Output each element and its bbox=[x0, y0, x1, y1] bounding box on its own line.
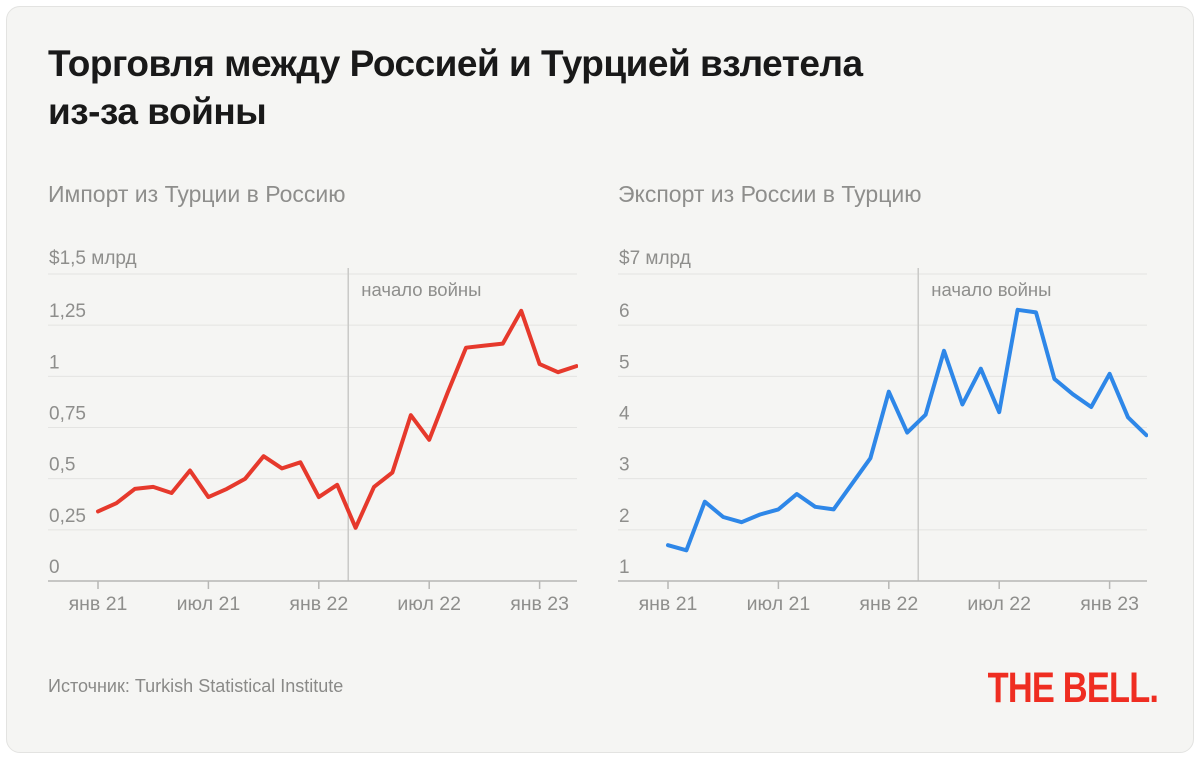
y-tick-label: 5 bbox=[619, 352, 630, 373]
x-tick-label: янв 22 bbox=[289, 593, 348, 615]
x-tick-label: июл 21 bbox=[177, 593, 241, 615]
y-tick-label: 4 bbox=[619, 404, 630, 425]
x-tick-label: янв 21 bbox=[69, 593, 128, 615]
x-tick-label: июл 21 bbox=[747, 593, 811, 615]
axis-unit-label: $7 млрд bbox=[619, 248, 691, 269]
x-tick-label: янв 23 bbox=[510, 593, 569, 615]
y-tick-label: 1 bbox=[49, 352, 60, 373]
page-title-line2: из-за войны bbox=[48, 91, 267, 132]
x-tick-label: янв 22 bbox=[859, 593, 918, 615]
data-line-red bbox=[96, 308, 578, 530]
x-tick-label: янв 21 bbox=[639, 593, 698, 615]
y-tick-label: 0,75 bbox=[49, 404, 86, 425]
axis-unit-label: $1,5 млрд bbox=[49, 248, 137, 269]
source-note: Источник: Turkish Statistical Institute bbox=[48, 676, 344, 696]
y-tick-label: 2 bbox=[619, 506, 630, 527]
chart-subtitle-export: Экспорт из России в Турцию bbox=[618, 181, 922, 207]
import-chart-svg: $1,5 млрд 1,25 1 0,75 0,5 0,25 0 начало войны ян… bbox=[48, 248, 578, 615]
war-start-label: начало войны bbox=[361, 279, 481, 300]
card-background bbox=[6, 6, 1194, 753]
the-bell-logo: THE BELL. bbox=[987, 664, 1158, 712]
y-tick-label: 1,25 bbox=[49, 301, 86, 322]
y-tick-label: 0,25 bbox=[49, 506, 86, 527]
x-tick-label: июл 22 bbox=[397, 593, 461, 615]
x-tick-label: июл 22 bbox=[967, 593, 1031, 615]
export-chart-svg: $7 млрд 6 5 4 3 2 1 начало войны янв 21 июл 21 янв… bbox=[618, 248, 1148, 615]
page-title: Торговля между Россией и Турцией взлетел… bbox=[48, 40, 1108, 136]
y-tick-label: 0,5 bbox=[49, 455, 75, 476]
data-line-blue bbox=[666, 307, 1148, 553]
page-title-line1: Торговля между Россией и Турцией взлетел… bbox=[48, 43, 863, 84]
y-tick-label: 6 bbox=[619, 301, 630, 322]
y-tick-label: 1 bbox=[619, 557, 630, 578]
war-start-label: начало войны bbox=[931, 279, 1051, 300]
y-tick-label: 0 bbox=[49, 557, 60, 578]
y-tick-label: 3 bbox=[619, 455, 630, 476]
chart-subtitle-import: Импорт из Турции в Россию bbox=[48, 181, 346, 207]
x-tick-label: янв 23 bbox=[1080, 593, 1139, 615]
